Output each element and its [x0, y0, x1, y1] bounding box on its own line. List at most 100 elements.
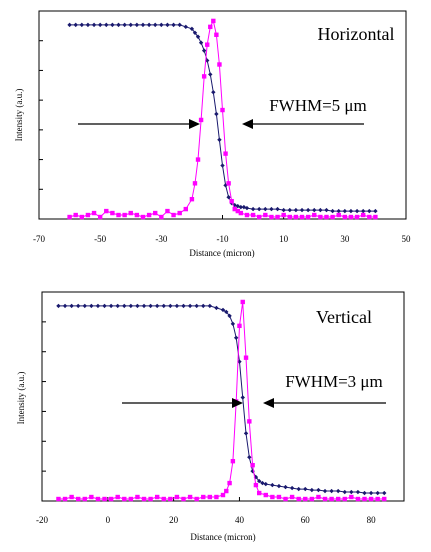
vertical-knife-edge-point — [329, 488, 334, 494]
vertical-knife-edge-point — [349, 489, 354, 495]
vertical-x-tick-label: 60 — [301, 515, 311, 525]
vertical-fwhm-label: FWHM=3 μm — [285, 372, 383, 391]
horizontal-knife-edge-point — [281, 207, 286, 213]
vertical-knife-edge-point — [309, 487, 315, 493]
horizontal-knife-edge-point — [85, 22, 91, 28]
vertical-knife-edge-point — [220, 307, 226, 313]
horizontal-derivative-point — [97, 214, 103, 220]
horizontal-left-arrowhead — [189, 119, 200, 129]
vertical-derivative-point — [194, 496, 199, 502]
horizontal-x-tick-label: -70 — [33, 234, 45, 244]
horizontal-derivative-point — [238, 210, 244, 216]
horizontal-knife-edge-point — [263, 206, 268, 212]
horizontal-derivative-point — [201, 74, 207, 79]
horizontal-derivative-point — [91, 210, 97, 216]
vertical-derivative-point — [56, 496, 61, 502]
vertical-knife-edge-point — [257, 478, 262, 484]
horizontal-knife-edge-point — [153, 22, 158, 28]
horizontal-derivative-point — [367, 214, 372, 220]
horizontal-derivative-point — [281, 212, 286, 218]
vertical-derivative-point — [227, 480, 232, 486]
horizontal-derivative-point — [220, 107, 225, 113]
vertical-knife-edge-point — [303, 486, 308, 492]
horizontal-derivative-point — [128, 210, 133, 216]
vertical-derivative-point — [154, 494, 160, 500]
vertical-knife-edge-point — [362, 490, 367, 496]
vertical-derivative-point — [309, 496, 315, 502]
vertical-knife-edge-point — [56, 303, 61, 309]
vertical-knife-edge-point — [227, 313, 232, 319]
vertical-derivative-point — [270, 494, 275, 500]
horizontal-derivative-point — [140, 214, 146, 220]
horizontal-series — [67, 18, 378, 220]
horizontal-knife-edge-point — [146, 22, 152, 28]
horizontal-derivative-point — [342, 214, 348, 220]
vertical-x-axis-label: Distance (micron) — [190, 532, 255, 542]
horizontal-fwhm-arrows — [78, 119, 364, 129]
vertical-derivative-point — [62, 496, 68, 502]
vertical-derivative-point — [122, 496, 127, 502]
vertical-derivative-point — [69, 494, 74, 500]
vertical-knife-edge-point — [141, 303, 147, 309]
horizontal-knife-edge-point — [201, 48, 207, 53]
vertical-derivative-point — [362, 496, 367, 502]
horizontal-derivative-point — [67, 214, 72, 220]
horizontal-derivative-point — [183, 206, 188, 212]
vertical-knife-edge-point — [95, 303, 101, 309]
vertical-derivative-point — [316, 494, 321, 500]
horizontal-knife-edge-point — [195, 34, 201, 39]
vertical-derivative-point — [187, 494, 193, 500]
vertical-derivative-point — [375, 496, 380, 502]
vertical-knife-edge-point — [263, 481, 268, 487]
vertical-derivative-point — [276, 494, 282, 500]
horizontal-x-tick-label: 50 — [402, 234, 412, 244]
vertical-derivative-point — [214, 494, 219, 500]
vertical-derivative-point — [108, 496, 114, 502]
horizontal-derivative-point — [257, 214, 262, 220]
vertical-knife-edge-point — [174, 303, 180, 309]
horizontal-knife-edge-point — [183, 24, 188, 30]
horizontal-knife-edge-point — [217, 137, 222, 142]
vertical-fwhm-arrows — [122, 398, 386, 408]
vertical-knife-edge-point — [76, 303, 81, 309]
horizontal-derivative-point — [73, 212, 78, 218]
horizontal-derivative-point — [244, 212, 250, 218]
horizontal-knife-edge-point — [250, 206, 256, 212]
vertical-derivative-point — [207, 494, 213, 500]
vertical-knife-edge-point — [135, 303, 140, 309]
horizontal-derivative-point — [171, 212, 176, 218]
horizontal-x-tick-label: -10 — [217, 234, 229, 244]
vertical-derivative-point — [148, 496, 153, 502]
horizontal-knife-edge-point — [354, 208, 360, 214]
vertical-derivative-point — [224, 488, 229, 494]
vertical-derivative-point — [247, 419, 252, 424]
horizontal-derivative-point — [205, 42, 210, 47]
horizontal-derivative-point — [195, 157, 201, 162]
horizontal-knife-edge-point — [287, 207, 292, 213]
vertical-derivative-point — [240, 299, 245, 305]
vertical-derivative-point — [322, 496, 328, 502]
horizontal-derivative-point — [110, 210, 115, 216]
vertical-knife-edge-point — [89, 303, 94, 309]
vertical-y-axis-label: Intensity (a.u.) — [16, 372, 26, 425]
horizontal-knife-edge-point — [189, 26, 195, 32]
vertical-knife-edge-point — [194, 303, 199, 309]
horizontal-derivative-point — [287, 214, 292, 220]
vertical-derivative-point — [253, 482, 259, 488]
vertical-knife-edge-point — [276, 483, 282, 489]
vertical-derivative-point — [82, 496, 87, 502]
horizontal-knife-edge-point — [91, 22, 97, 28]
horizontal-knife-edge-point — [244, 205, 250, 211]
vertical-knife-edge-point — [181, 303, 186, 309]
vertical-knife-edge-point — [355, 489, 361, 495]
horizontal-knife-edge-point — [318, 207, 323, 213]
vertical-derivative-point — [349, 494, 354, 500]
vertical-derivative-point — [181, 496, 186, 502]
horizontal-knife-edge-point — [299, 207, 305, 213]
horizontal-derivative-point — [79, 214, 85, 220]
horizontal-title: Horizontal — [318, 24, 395, 44]
horizontal-derivative-point — [324, 214, 329, 220]
vertical-y-ticks — [42, 321, 46, 472]
horizontal-x-tick-label: -30 — [155, 234, 167, 244]
vertical-derivative-point — [89, 494, 94, 500]
